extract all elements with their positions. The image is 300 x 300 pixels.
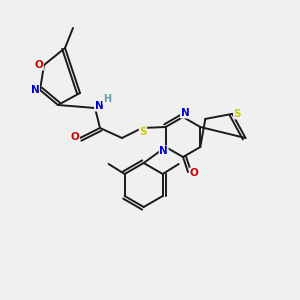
Text: N: N (94, 101, 103, 111)
Text: S: S (139, 127, 147, 137)
Text: N: N (181, 108, 189, 118)
Text: H: H (103, 94, 111, 104)
Text: N: N (31, 85, 39, 95)
Text: S: S (234, 109, 241, 119)
Text: N: N (159, 146, 168, 156)
Text: O: O (190, 168, 198, 178)
Text: O: O (34, 60, 43, 70)
Text: O: O (70, 132, 80, 142)
